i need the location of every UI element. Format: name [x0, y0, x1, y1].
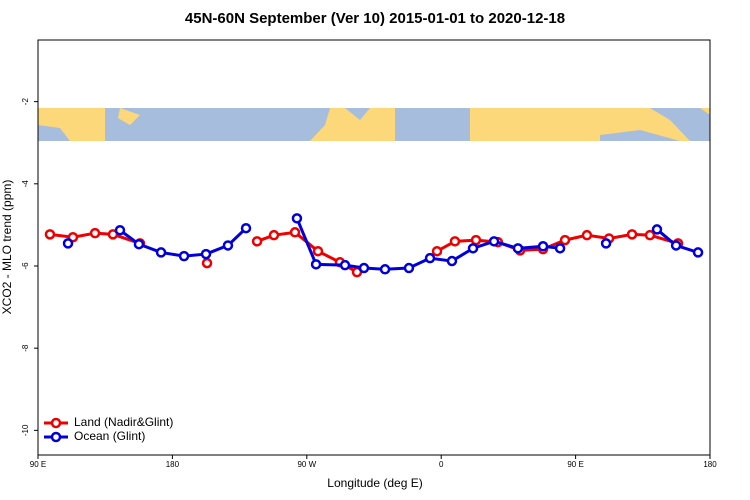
legend-marker: [50, 431, 62, 443]
point: [424, 252, 436, 264]
point: [291, 213, 303, 224]
legend-label: Land (Nadir&Glint): [74, 415, 173, 429]
y-tick-label: -4: [21, 180, 30, 188]
point: [312, 245, 324, 257]
x-tick-label: 180: [703, 460, 717, 469]
point: [431, 245, 443, 257]
point: [512, 243, 524, 254]
point: [644, 229, 656, 241]
point: [200, 248, 212, 260]
y-tick-label: -10: [21, 424, 30, 436]
point: [446, 255, 458, 267]
point: [449, 236, 461, 247]
x-axis-label: Longitude (deg E): [327, 476, 422, 490]
point: [251, 236, 263, 247]
point: [289, 227, 301, 238]
point: [178, 250, 190, 262]
point: [155, 247, 167, 258]
y-axis-label: XCO2 - MLO trend (ppm): [0, 180, 14, 315]
point: [403, 262, 415, 274]
y-tick-label: -6: [21, 262, 30, 270]
point: [114, 224, 126, 236]
x-tick-label: 180: [166, 460, 180, 469]
point: [133, 238, 145, 250]
point: [467, 243, 479, 254]
point: [379, 264, 391, 275]
point: [651, 224, 663, 235]
point: [470, 234, 482, 246]
point: [692, 247, 704, 258]
y-tick-label: -8: [21, 344, 30, 352]
map-band: [38, 108, 710, 141]
x-tick-label: 0: [439, 460, 444, 469]
point: [488, 236, 500, 247]
y-tick-label: -2: [21, 98, 30, 106]
point: [581, 229, 593, 241]
point: [44, 229, 56, 240]
point: [268, 229, 280, 241]
point: [626, 229, 638, 240]
x-tick-label: 90 E: [30, 460, 46, 469]
point: [600, 238, 612, 249]
x-tick-label: 90 W: [297, 460, 316, 469]
plot-frame: [37, 39, 711, 456]
point: [537, 241, 549, 252]
point: [201, 257, 213, 269]
point: [559, 234, 571, 246]
chart-title: 45N-60N September (Ver 10) 2015-01-01 to…: [185, 10, 565, 27]
point: [89, 227, 101, 239]
point: [358, 262, 370, 274]
point: [62, 238, 74, 249]
point: [670, 240, 682, 251]
point: [310, 259, 322, 270]
point: [240, 222, 252, 234]
legend-label: Ocean (Glint): [74, 429, 145, 443]
point: [222, 240, 234, 251]
legend-marker: [50, 417, 62, 429]
x-tick-label: 90 E: [567, 460, 583, 469]
point: [339, 259, 351, 271]
point: [554, 243, 566, 254]
